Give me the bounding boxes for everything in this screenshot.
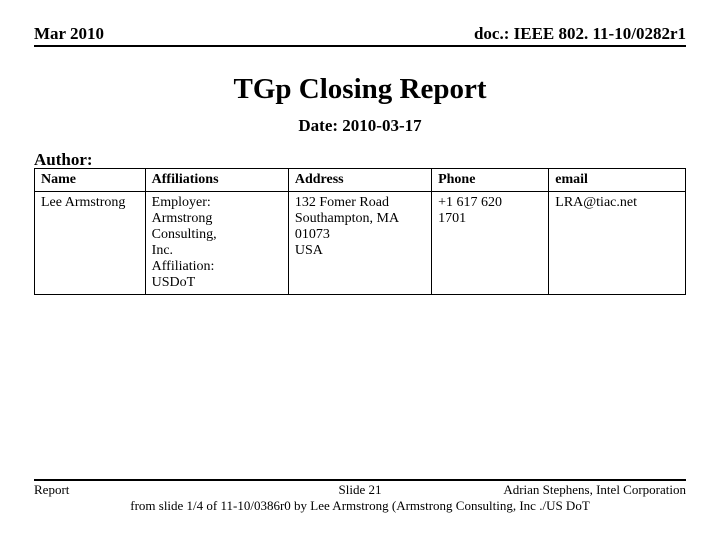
col-header-address: Address xyxy=(288,169,431,192)
page: Mar 2010 doc.: IEEE 802. 11-10/0282r1 TG… xyxy=(0,0,720,540)
affil-line: Consulting, xyxy=(152,227,282,243)
phone-line: +1 617 620 xyxy=(438,195,542,211)
table-row: Lee Armstrong Employer: Armstrong Consul… xyxy=(35,192,686,295)
date-line: Date: 2010-03-17 xyxy=(34,116,686,136)
addr-line: USA xyxy=(295,243,425,259)
cell-affiliations: Employer: Armstrong Consulting, Inc. Aff… xyxy=(145,192,288,295)
affil-line: USDoT xyxy=(152,275,282,291)
affil-line: Affiliation: xyxy=(152,259,282,275)
page-title: TGp Closing Report xyxy=(34,73,686,106)
author-label: Author: xyxy=(34,150,686,170)
cell-phone: +1 617 620 1701 xyxy=(432,192,549,295)
phone-line: 1701 xyxy=(438,211,542,227)
affil-line: Employer: xyxy=(152,195,282,211)
cell-name: Lee Armstrong xyxy=(35,192,146,295)
cell-address: 132 Fomer Road Southampton, MA 01073 USA xyxy=(288,192,431,295)
header-doc-number: doc.: IEEE 802. 11-10/0282r1 xyxy=(474,24,686,44)
col-header-phone: Phone xyxy=(432,169,549,192)
author-table: Name Affiliations Address Phone email Le… xyxy=(34,168,686,295)
cell-email: LRA@tiac.net xyxy=(549,192,686,295)
footer: Report Slide 21 Adrian Stephens, Intel C… xyxy=(34,479,686,514)
footer-top: Report Slide 21 Adrian Stephens, Intel C… xyxy=(34,479,686,498)
col-header-affiliations: Affiliations xyxy=(145,169,288,192)
col-header-email: email xyxy=(549,169,686,192)
footer-subline: from slide 1/4 of 11-10/0386r0 by Lee Ar… xyxy=(34,498,686,514)
table-header-row: Name Affiliations Address Phone email xyxy=(35,169,686,192)
addr-line: Southampton, MA xyxy=(295,211,425,227)
addr-line: 01073 xyxy=(295,227,425,243)
footer-slide-number: Slide 21 xyxy=(34,482,686,498)
addr-line: 132 Fomer Road xyxy=(295,195,425,211)
affil-line: Armstrong xyxy=(152,211,282,227)
header-date: Mar 2010 xyxy=(34,24,104,44)
header: Mar 2010 doc.: IEEE 802. 11-10/0282r1 xyxy=(34,24,686,47)
affil-line: Inc. xyxy=(152,243,282,259)
col-header-name: Name xyxy=(35,169,146,192)
